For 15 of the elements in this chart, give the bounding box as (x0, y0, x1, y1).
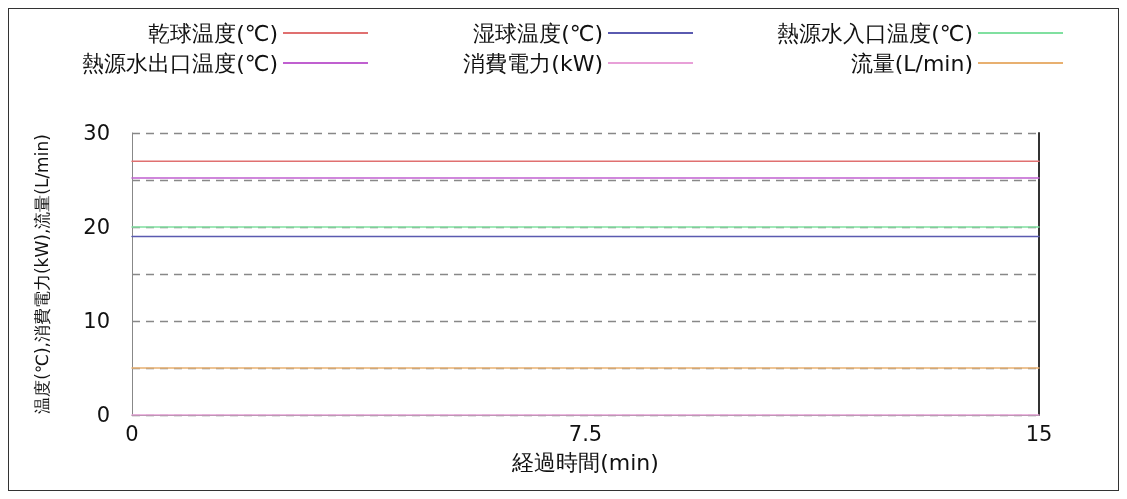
legend-label: 流量(L/min) (850, 50, 973, 76)
x-tick-label: 7.5 (568, 421, 603, 446)
legend-label: 熱源水出口温度(℃) (82, 50, 278, 76)
y-tick-label: 30 (83, 121, 110, 145)
x-tick-label: 0 (125, 421, 139, 446)
y-tick-label: 20 (83, 215, 110, 239)
legend-label: 熱源水入口温度(℃) (777, 20, 973, 46)
legend-label: 消費電力(kW) (463, 50, 603, 76)
y-tick-label: 0 (96, 403, 110, 427)
x-axis-title: 経過時間(min) (511, 449, 659, 475)
y-tick-label: 10 (83, 309, 110, 333)
x-tick-label: 15 (1025, 421, 1053, 446)
y-axis-title: 温度(℃),消費電力(kW),流量(L/min) (31, 134, 52, 414)
legend-label: 湿球温度(℃) (473, 20, 603, 46)
legend-label: 乾球温度(℃) (148, 20, 278, 46)
